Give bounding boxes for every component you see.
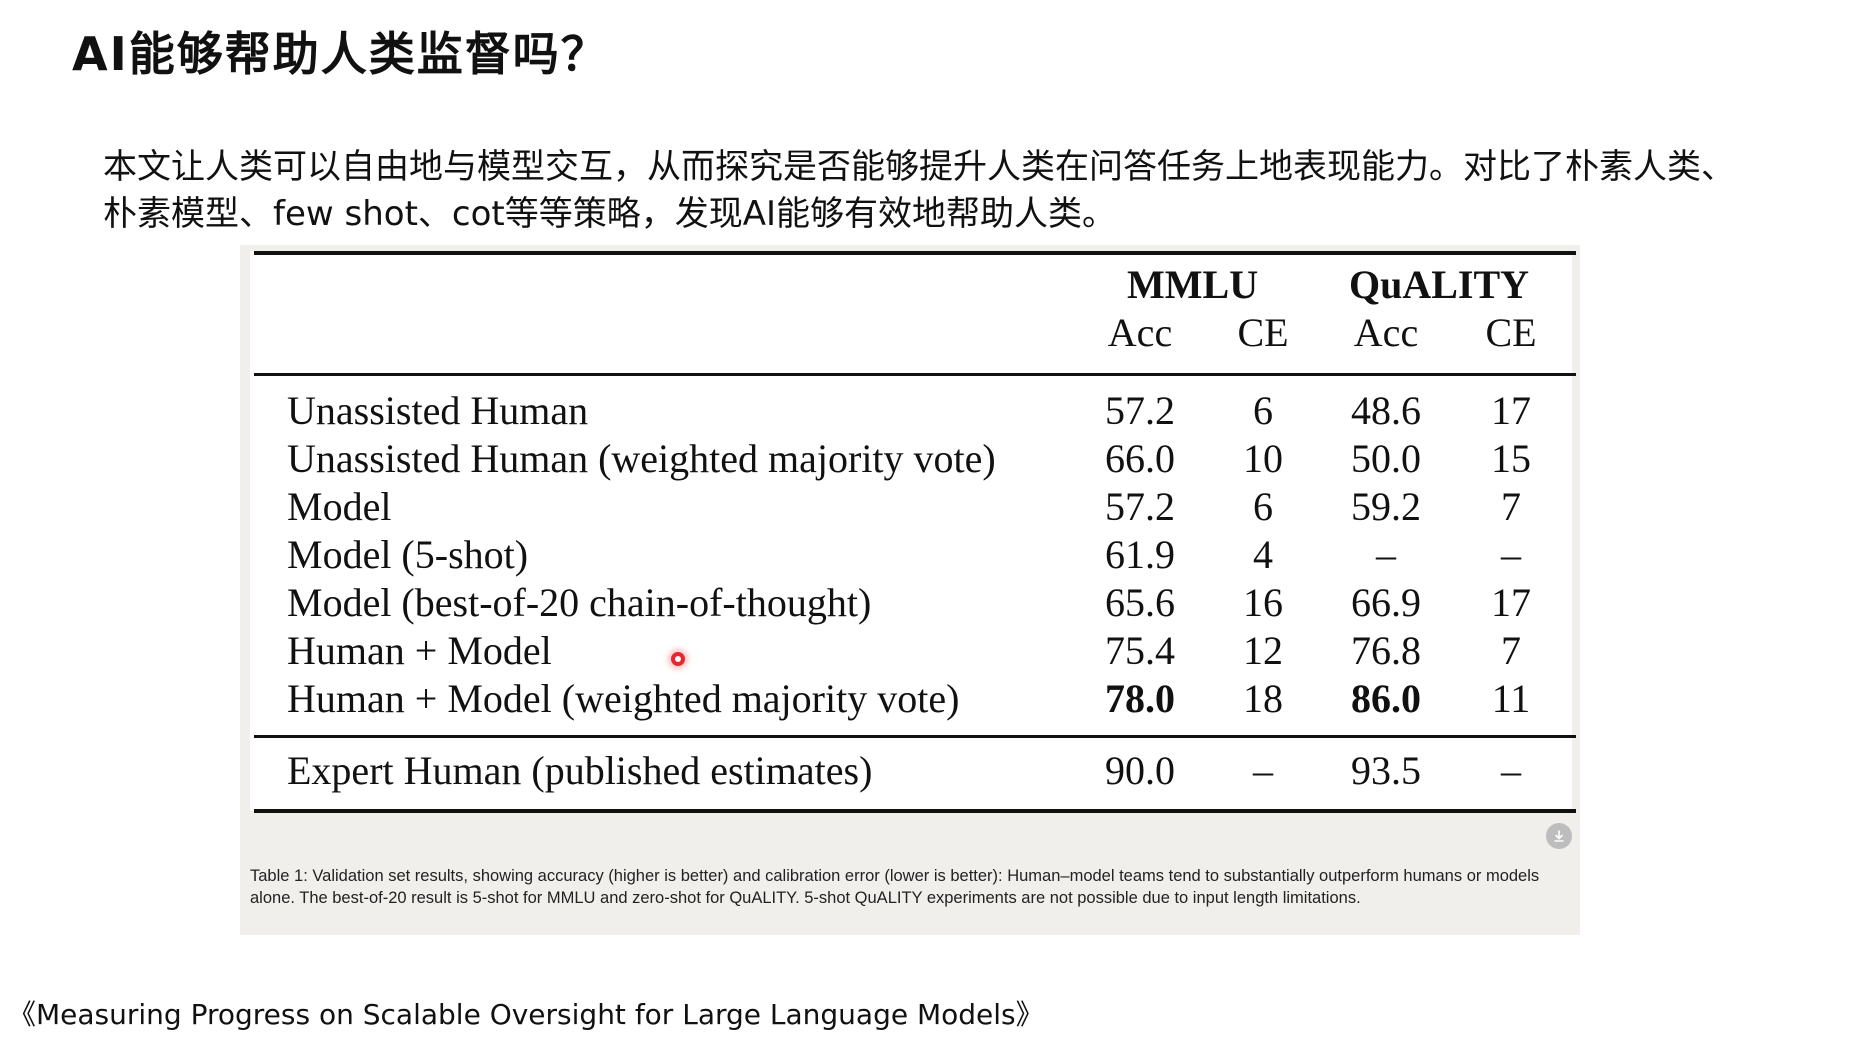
cell-quality-acc: – xyxy=(1376,532,1396,577)
cell-quality-ce: 17 xyxy=(1491,388,1531,433)
table-bottom-rule xyxy=(254,809,1576,813)
cell-mmlu-ce: 6 xyxy=(1253,388,1273,433)
cell-quality-acc: 48.6 xyxy=(1351,388,1421,433)
cell-mmlu-acc: 75.4 xyxy=(1105,628,1175,673)
row-label: Human + Model xyxy=(287,628,552,673)
cell-mmlu-acc: 57.2 xyxy=(1105,484,1175,529)
row-label: Model (5-shot) xyxy=(287,532,529,577)
cell-mmlu-acc: 90.0 xyxy=(1105,748,1175,793)
group-header-quality: QuALITY xyxy=(1349,262,1530,307)
cell-quality-acc: 93.5 xyxy=(1351,748,1421,793)
row-label: Expert Human (published estimates) xyxy=(287,748,873,793)
header-rule xyxy=(254,373,1576,376)
download-icon[interactable] xyxy=(1546,823,1572,849)
cell-mmlu-acc: 65.6 xyxy=(1105,580,1175,625)
intro-paragraph: 本文让人类可以自由地与模型交互，从而探究是否能够提升人类在问答任务上地表现能力。… xyxy=(103,147,1735,234)
group-header-mmlu: MMLU xyxy=(1127,262,1259,307)
cell-mmlu-acc: 66.0 xyxy=(1105,436,1175,481)
cell-mmlu-ce: 16 xyxy=(1243,580,1283,625)
table-figure: MMLU QuALITY Acc CE Acc CE Unassisted Hu… xyxy=(240,245,1580,935)
row-label: Unassisted Human xyxy=(287,388,589,433)
column-header-mmlu-acc: Acc xyxy=(1107,310,1173,355)
expert-rule xyxy=(254,735,1576,738)
cell-quality-acc-best: 86.0 xyxy=(1351,676,1421,721)
cell-quality-ce: 7 xyxy=(1501,628,1521,673)
cell-quality-acc: 76.8 xyxy=(1351,628,1421,673)
cell-mmlu-acc-best: 78.0 xyxy=(1105,676,1175,721)
column-header-quality-ce: CE xyxy=(1485,310,1537,355)
cell-quality-ce: – xyxy=(1501,748,1521,793)
cell-mmlu-ce: 4 xyxy=(1253,532,1273,577)
row-label: Unassisted Human (weighted majority vote… xyxy=(287,436,996,481)
cell-quality-ce: 17 xyxy=(1491,580,1531,625)
row-label: Human + Model (weighted majority vote) xyxy=(287,676,960,721)
table-top-rule xyxy=(254,251,1576,255)
cell-quality-acc: 50.0 xyxy=(1351,436,1421,481)
column-header-mmlu-ce: CE xyxy=(1237,310,1289,355)
cell-mmlu-ce: 10 xyxy=(1243,436,1283,481)
cell-quality-ce: 11 xyxy=(1491,676,1531,721)
cell-mmlu-ce: – xyxy=(1253,748,1273,793)
paper-citation: 《Measuring Progress on Scalable Oversigh… xyxy=(8,998,1044,1031)
cell-mmlu-ce: 18 xyxy=(1243,676,1283,721)
row-label: Model xyxy=(287,484,392,529)
cell-quality-acc: 59.2 xyxy=(1351,484,1421,529)
results-table: MMLU QuALITY Acc CE Acc CE Unassisted Hu… xyxy=(250,251,1576,813)
cell-mmlu-acc: 57.2 xyxy=(1105,388,1175,433)
cell-mmlu-ce: 12 xyxy=(1243,628,1283,673)
cell-quality-ce: 7 xyxy=(1501,484,1521,529)
cell-mmlu-acc: 61.9 xyxy=(1105,532,1175,577)
cell-quality-acc: 66.9 xyxy=(1351,580,1421,625)
cell-mmlu-ce: 6 xyxy=(1253,484,1273,529)
column-header-quality-acc: Acc xyxy=(1353,310,1419,355)
cell-quality-ce: 15 xyxy=(1491,436,1531,481)
cell-quality-ce: – xyxy=(1501,532,1521,577)
slide-title: AI能够帮助人类监督吗？ xyxy=(72,27,609,81)
row-label: Model (best-of-20 chain-of-thought) xyxy=(287,580,872,625)
cursor-indicator xyxy=(671,652,685,666)
table-caption: Table 1: Validation set results, showing… xyxy=(250,867,1540,907)
